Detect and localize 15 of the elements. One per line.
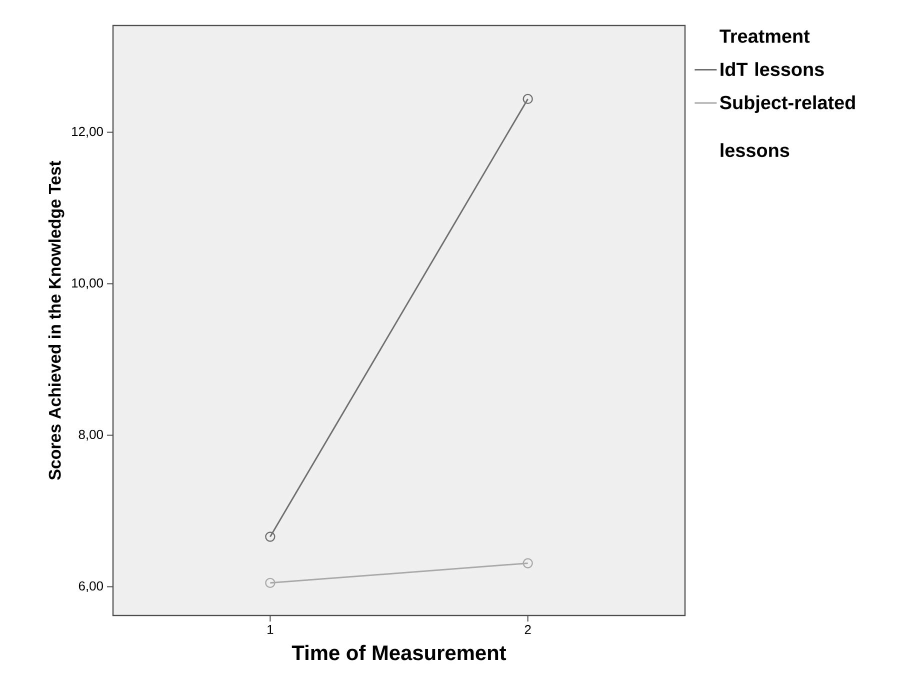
x-axis-title: Time of Measurement — [292, 644, 506, 660]
y-tick-label: 8,00 — [78, 430, 103, 441]
x-tick-label: 1 — [268, 625, 274, 634]
y-tick-label: 12,00 — [72, 126, 103, 138]
legend-title: Treatment — [720, 30, 810, 43]
point — [265, 532, 276, 542]
point — [522, 94, 533, 104]
text: Subject-related lessons — [720, 95, 855, 158]
y-axis-title: Scores Achieved in the Knowledge Test — [48, 160, 64, 480]
y-tick-label: 10,00 — [72, 278, 103, 290]
x-tick-label: 2 — [524, 625, 531, 634]
y-tick-label: 6,00 — [78, 581, 103, 592]
point — [265, 578, 276, 588]
legend-label: IdT lessons — [720, 62, 824, 76]
point — [522, 558, 533, 568]
